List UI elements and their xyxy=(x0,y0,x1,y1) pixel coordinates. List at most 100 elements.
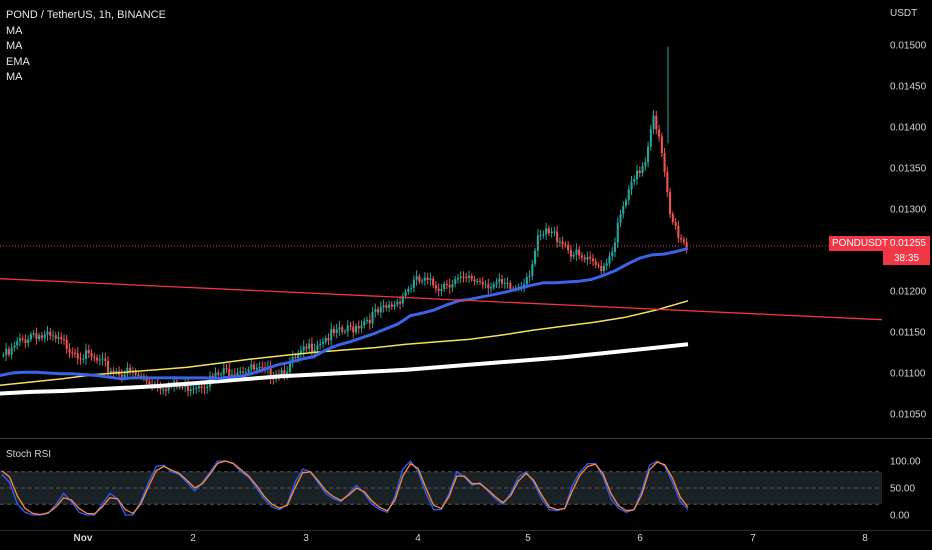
candle xyxy=(233,374,236,376)
candle xyxy=(346,325,349,332)
candle xyxy=(291,356,294,362)
candle xyxy=(305,346,308,349)
candle xyxy=(10,347,13,355)
candle xyxy=(575,249,578,255)
candle xyxy=(349,325,352,327)
stoch-rsi-label[interactable]: Stoch RSI xyxy=(6,449,52,460)
candle xyxy=(545,228,548,235)
candle xyxy=(327,338,330,341)
time-axis[interactable]: Nov 2 3 4 5 6 7 8 xyxy=(74,533,869,544)
candle xyxy=(197,386,200,388)
candle xyxy=(534,250,537,264)
candle xyxy=(200,386,203,388)
candle xyxy=(134,371,137,375)
candle xyxy=(24,339,27,343)
candle xyxy=(21,338,24,340)
candle xyxy=(228,369,231,377)
candle xyxy=(76,353,79,359)
candle xyxy=(87,349,90,353)
candle xyxy=(310,343,313,352)
candle xyxy=(487,284,490,289)
price-tick-label: 0.01050 xyxy=(890,410,927,421)
time-tick-label: 6 xyxy=(637,533,643,544)
candle xyxy=(261,367,264,369)
candle xyxy=(638,170,641,173)
indicator-ma-2[interactable]: MA xyxy=(6,40,23,52)
candle xyxy=(509,282,512,289)
candle xyxy=(283,370,286,375)
candle xyxy=(437,288,440,291)
candle xyxy=(396,301,399,305)
candle xyxy=(478,281,481,282)
time-tick-label: 8 xyxy=(862,533,868,544)
indicator-ma-3[interactable]: MA xyxy=(6,71,23,83)
ma-blue-line xyxy=(0,246,689,381)
candle xyxy=(148,381,151,385)
price-axis[interactable]: 0.01500 0.01450 0.01400 0.01350 0.01300 0.012… xyxy=(890,41,927,522)
candle xyxy=(222,368,225,375)
candle xyxy=(352,326,355,333)
candle xyxy=(51,335,54,337)
candle xyxy=(330,328,333,341)
chart-title[interactable]: POND / TetherUS, 1h, BINANCE xyxy=(6,9,166,21)
candle xyxy=(407,288,410,293)
candle xyxy=(27,339,30,343)
ema-yellow-line xyxy=(0,300,689,387)
candle xyxy=(299,350,302,355)
candle xyxy=(663,153,666,172)
stoch-d-line xyxy=(1,460,689,516)
candle xyxy=(38,335,41,339)
candle xyxy=(104,358,107,361)
candle xyxy=(553,231,556,233)
chart-legend: POND / TetherUS, 1h, BINANCE MA MA EMA M… xyxy=(6,8,166,86)
candle xyxy=(498,279,501,283)
candle xyxy=(583,257,586,260)
candle xyxy=(159,387,162,390)
candle xyxy=(580,255,583,258)
candle xyxy=(338,327,341,330)
candle xyxy=(129,367,132,372)
candle xyxy=(357,325,360,329)
candle xyxy=(569,250,572,257)
candle xyxy=(451,284,454,288)
candle xyxy=(18,338,21,342)
candle xyxy=(547,228,550,234)
candle xyxy=(495,282,498,285)
rsi-tick-label: 0.00 xyxy=(890,511,910,522)
candle xyxy=(682,239,685,243)
candle xyxy=(481,281,484,285)
candle xyxy=(247,369,250,373)
candle xyxy=(71,352,74,354)
candle xyxy=(644,162,647,166)
candle xyxy=(178,386,181,388)
candle xyxy=(636,170,639,179)
candle xyxy=(192,388,195,390)
candle xyxy=(368,319,371,324)
candle xyxy=(115,371,118,373)
candle xyxy=(313,349,316,352)
candle xyxy=(616,222,619,243)
candle xyxy=(319,343,322,346)
candle xyxy=(211,375,214,378)
candle xyxy=(335,329,338,333)
candle xyxy=(503,283,506,285)
candle xyxy=(619,214,622,223)
candle xyxy=(54,335,57,339)
candle xyxy=(308,343,311,349)
candle xyxy=(341,327,344,332)
last-price-tag: PONDUSDT 0.01255 xyxy=(829,236,930,251)
candle xyxy=(591,258,594,262)
candle xyxy=(454,279,457,285)
candle xyxy=(476,281,479,282)
candle xyxy=(186,383,189,392)
grid-layer xyxy=(0,438,932,531)
indicator-ma-1[interactable]: MA xyxy=(6,24,23,37)
candle xyxy=(344,331,347,333)
candle xyxy=(13,345,16,348)
indicator-ema[interactable]: EMA xyxy=(6,55,30,68)
candle xyxy=(649,129,652,147)
candle xyxy=(462,276,465,278)
candle xyxy=(536,235,539,251)
candle xyxy=(465,277,468,279)
